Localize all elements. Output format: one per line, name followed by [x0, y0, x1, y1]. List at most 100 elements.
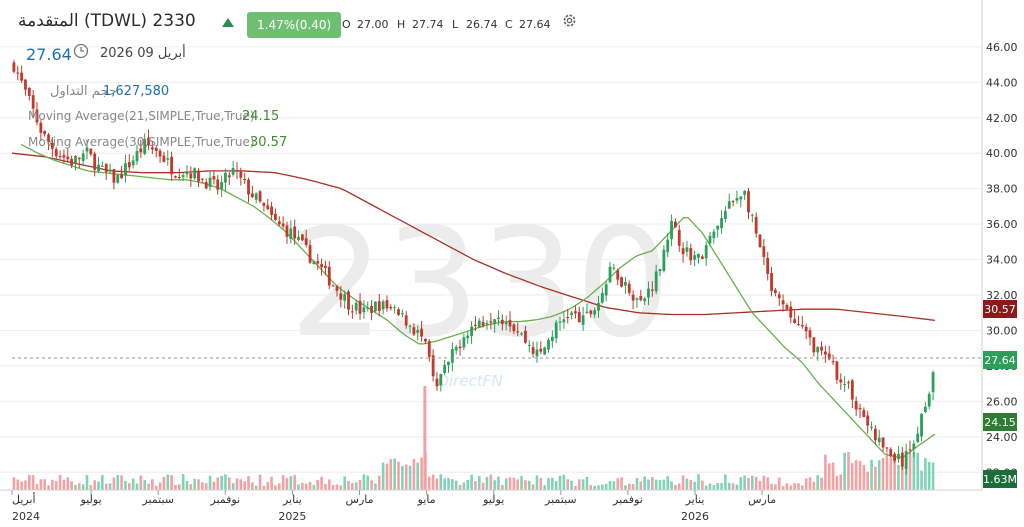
volume-bar	[789, 485, 793, 490]
candle-body	[204, 181, 208, 189]
volume-bar	[258, 474, 262, 490]
volume-bar	[327, 479, 331, 490]
y-tick-label: 24.00	[986, 431, 1018, 444]
volume-bar	[743, 475, 746, 490]
volume-bar	[531, 484, 535, 490]
x-tick-label: مارس	[346, 493, 374, 506]
volume-bar	[262, 485, 266, 490]
candle-body	[154, 148, 158, 151]
candle-body	[635, 298, 639, 300]
volume-bar	[227, 477, 231, 490]
volume-bar	[243, 481, 246, 490]
volume-bar	[497, 476, 500, 490]
candle-body	[112, 169, 116, 183]
volume-bar	[131, 478, 135, 490]
volume-bar	[504, 478, 508, 490]
candle-body	[923, 406, 927, 412]
candle-body	[704, 245, 708, 259]
volume-bar	[731, 483, 735, 490]
volume-bar	[908, 455, 912, 490]
candle-body	[489, 321, 493, 323]
candle-body	[120, 173, 124, 179]
candle-body	[550, 336, 554, 342]
volume-bar	[904, 464, 908, 490]
gear-icon[interactable]	[561, 12, 578, 29]
candle-body	[897, 453, 900, 460]
volume-bar	[104, 483, 108, 490]
volume-bar	[797, 483, 800, 490]
candle-body	[420, 328, 423, 337]
volume-bar	[204, 483, 208, 490]
candle-body	[70, 158, 74, 166]
candle-body	[624, 282, 627, 286]
volume-bar	[862, 464, 866, 490]
candle-body	[127, 162, 131, 168]
candle-body	[431, 355, 435, 377]
candle-body	[197, 170, 200, 182]
candle-body	[870, 426, 873, 428]
candle-body	[366, 307, 370, 309]
x-tick-year: 2025	[278, 510, 306, 523]
candle-body	[873, 428, 877, 441]
x-tick-label: نوفمبر	[209, 493, 240, 506]
low-value: 26.74	[466, 18, 498, 31]
volume-bar	[785, 483, 789, 490]
volume-bar	[824, 454, 827, 490]
volume-bar	[47, 485, 50, 490]
candle-body	[735, 198, 739, 201]
y-tick-label: 38.00	[986, 183, 1018, 196]
candle-body	[43, 130, 47, 135]
candle-body	[581, 315, 585, 325]
candle-body	[470, 326, 473, 336]
candle-body	[316, 261, 320, 264]
volume-bar	[858, 460, 862, 490]
candle-body	[200, 178, 204, 180]
volume-bar	[143, 480, 146, 490]
volume-bar	[274, 485, 277, 490]
y-tick-label: 42.00	[986, 112, 1018, 125]
volume-bar	[520, 475, 523, 490]
volume-bar	[693, 481, 696, 490]
volume-bar	[866, 471, 869, 490]
volume-bar	[820, 477, 823, 490]
watermark-symbol: 2330	[289, 197, 671, 371]
candle-body	[185, 172, 189, 175]
time-axis[interactable]: أبريل 2024 يوليو سبتمبر نوفمبر يناير 2025 مارس م…	[0, 489, 982, 523]
volume-bar	[377, 475, 381, 490]
candle-body	[850, 380, 854, 400]
volume-bar	[708, 483, 712, 490]
candle-body	[297, 236, 300, 240]
volume-bar	[320, 476, 323, 490]
volume-bar	[766, 477, 770, 490]
candle-body	[854, 400, 858, 410]
candle-body	[558, 321, 562, 323]
candle-body	[227, 175, 231, 178]
volume-bar	[170, 475, 173, 490]
volume-bar	[208, 475, 212, 490]
volume-bar	[177, 484, 181, 490]
volume-bar	[527, 480, 531, 490]
candle-body	[289, 228, 293, 239]
candle-body	[100, 165, 104, 167]
volume-bar	[74, 485, 77, 490]
volume-bar	[620, 477, 623, 490]
candle-body	[358, 300, 362, 314]
candle-body	[400, 312, 404, 315]
volume-bar	[593, 485, 596, 490]
volume-bar	[24, 480, 27, 490]
candle-body	[104, 163, 108, 172]
candle-body	[597, 302, 600, 311]
candle-body	[208, 177, 212, 187]
volume-bar	[431, 474, 435, 490]
volume-bar	[408, 465, 412, 490]
y-tick-label: 40.00	[986, 147, 1018, 160]
volume-bar	[347, 480, 350, 490]
ma-200-line	[11, 152, 936, 322]
close-value: 27.64	[519, 18, 551, 31]
candle-body	[181, 175, 185, 177]
volume-bar	[351, 483, 354, 490]
candle-body	[889, 449, 893, 457]
candle-body	[462, 337, 466, 348]
volume-bar	[777, 477, 781, 490]
